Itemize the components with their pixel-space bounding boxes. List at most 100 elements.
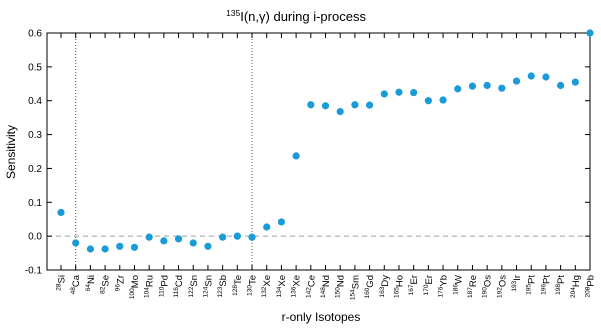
y-tick-label: 0.1 bbox=[28, 198, 42, 209]
isotope-element: Nd bbox=[321, 275, 332, 287]
isotope-element: Sb bbox=[218, 275, 229, 287]
y-tick-label: 0.6 bbox=[28, 29, 42, 40]
isotope-element: Pd bbox=[159, 275, 170, 287]
data-point-176yb bbox=[439, 96, 447, 104]
chart-title-superscript: 135 bbox=[226, 8, 240, 18]
isotope-element: Ir bbox=[512, 275, 523, 281]
x-tick-labels: 28Si48Ca64Ni82Se96Zr100Mo104Ru110Pd116Cd… bbox=[56, 274, 597, 300]
x-tick-label: 110Pd bbox=[158, 275, 170, 297]
isotope-mass-number: 160 bbox=[364, 287, 371, 298]
data-point-195pt bbox=[527, 72, 535, 80]
data-point-96zr bbox=[116, 242, 124, 250]
data-point-190os bbox=[483, 81, 491, 90]
isotope-element: Pt bbox=[541, 275, 552, 284]
isotope-element: Sn bbox=[189, 275, 200, 287]
x-tick-label: 116Cd bbox=[173, 275, 185, 298]
x-tick-label: 124Sn bbox=[202, 275, 214, 297]
isotope-element: Se bbox=[101, 275, 112, 287]
data-point-167er bbox=[410, 88, 418, 97]
y-tick-label: 0.2 bbox=[28, 164, 42, 175]
data-point-187re bbox=[468, 82, 477, 90]
isotope-mass-number: 190 bbox=[482, 287, 489, 298]
isotope-mass-number: 110 bbox=[158, 286, 165, 297]
x-tick-label: 128Te bbox=[232, 275, 244, 296]
isotope-mass-number: 64 bbox=[85, 284, 92, 292]
isotope-mass-number: 176 bbox=[438, 286, 445, 297]
plot-frame bbox=[46, 32, 591, 271]
x-tick-label: 150Nd bbox=[335, 275, 347, 298]
x-tick-label: 132Xe bbox=[261, 275, 273, 297]
data-point-116cd bbox=[174, 235, 183, 243]
x-tick-label: 195Pt bbox=[526, 275, 538, 295]
x-tick-label: 163Dy bbox=[379, 275, 391, 298]
isotope-element: Er bbox=[424, 275, 435, 285]
x-tick-label: 154Sm bbox=[349, 275, 361, 300]
isotope-element: Ca bbox=[71, 274, 82, 287]
data-point-204hg bbox=[571, 78, 579, 86]
data-point-154sm bbox=[351, 101, 359, 109]
x-tick-label: 167Er bbox=[408, 275, 420, 295]
isotope-mass-number: 134 bbox=[276, 286, 283, 297]
data-point-193ir bbox=[512, 77, 521, 85]
reference-lines bbox=[47, 33, 590, 270]
isotope-mass-number: 124 bbox=[202, 286, 209, 297]
isotope-mass-number: 165 bbox=[393, 287, 400, 298]
isotope-element: Sm bbox=[350, 275, 361, 289]
x-tick-label: 186W bbox=[452, 275, 464, 295]
isotope-element: Nd bbox=[336, 275, 347, 287]
data-point-136xe bbox=[292, 152, 300, 160]
x-tick-label: 100Mo bbox=[129, 275, 141, 299]
x-tick-label: 192Os bbox=[496, 275, 508, 298]
data-point-100mo bbox=[130, 243, 139, 251]
isotope-element: Hg bbox=[571, 275, 582, 287]
data-point-142ce bbox=[307, 101, 315, 109]
data-point-208pb bbox=[586, 29, 594, 37]
data-point-28si bbox=[57, 208, 65, 217]
isotope-mass-number: 154 bbox=[349, 289, 356, 300]
isotope-element: Dy bbox=[380, 275, 391, 287]
isotope-element: Te bbox=[248, 275, 259, 285]
data-point-130te bbox=[248, 233, 256, 241]
data-point-82se bbox=[101, 245, 109, 253]
data-point-170er bbox=[424, 97, 432, 105]
data-point-134xe bbox=[277, 218, 286, 226]
isotope-mass-number: 28 bbox=[56, 283, 63, 291]
data-point-122sn bbox=[189, 239, 197, 247]
x-tick-label: 148Nd bbox=[320, 275, 332, 298]
y-axis-title: Sensitivity bbox=[4, 125, 18, 179]
isotope-element: Er bbox=[409, 275, 420, 285]
data-point-104ru bbox=[145, 233, 153, 241]
data-point-186w bbox=[454, 85, 462, 93]
chart-title-text: I(n,γ) during i-process bbox=[240, 9, 366, 24]
isotope-mass-number: 148 bbox=[320, 287, 327, 298]
isotope-mass-number: 187 bbox=[467, 287, 474, 298]
isotope-element: Yb bbox=[439, 275, 450, 287]
isotope-mass-number: 130 bbox=[247, 285, 254, 296]
x-tick-label: 196Pt bbox=[540, 275, 552, 295]
isotope-element: W bbox=[453, 275, 464, 284]
x-axis bbox=[60, 33, 591, 270]
isotope-mass-number: 122 bbox=[188, 286, 195, 297]
data-points bbox=[57, 29, 594, 253]
data-point-148nd bbox=[321, 102, 330, 110]
x-tick-label: 190Os bbox=[482, 275, 494, 298]
x-tick-label: 170Er bbox=[423, 275, 435, 295]
isotope-element: Xe bbox=[262, 275, 273, 287]
x-tick-label: 208Pb bbox=[585, 275, 597, 297]
x-tick-label: 160Gd bbox=[364, 275, 376, 299]
x-tick-label: 165Ho bbox=[393, 275, 405, 298]
y-tick-label: 0.0 bbox=[28, 232, 42, 243]
isotope-element: Ho bbox=[394, 275, 405, 287]
isotope-mass-number: 170 bbox=[423, 284, 430, 295]
x-tick-label: 130Te bbox=[247, 275, 259, 296]
isotope-mass-number: 96 bbox=[114, 284, 121, 292]
data-point-160gd bbox=[365, 101, 374, 109]
y-tick-label: 0.4 bbox=[28, 96, 42, 107]
x-tick-label: 123Sb bbox=[217, 275, 229, 297]
isotope-element: Zr bbox=[115, 275, 126, 284]
isotope-mass-number: 204 bbox=[570, 287, 577, 298]
data-point-124sn bbox=[204, 242, 212, 250]
isotope-element: Gd bbox=[365, 275, 376, 288]
x-tick-label: 48Ca bbox=[70, 274, 82, 294]
x-tick-label: 82Se bbox=[100, 275, 112, 294]
